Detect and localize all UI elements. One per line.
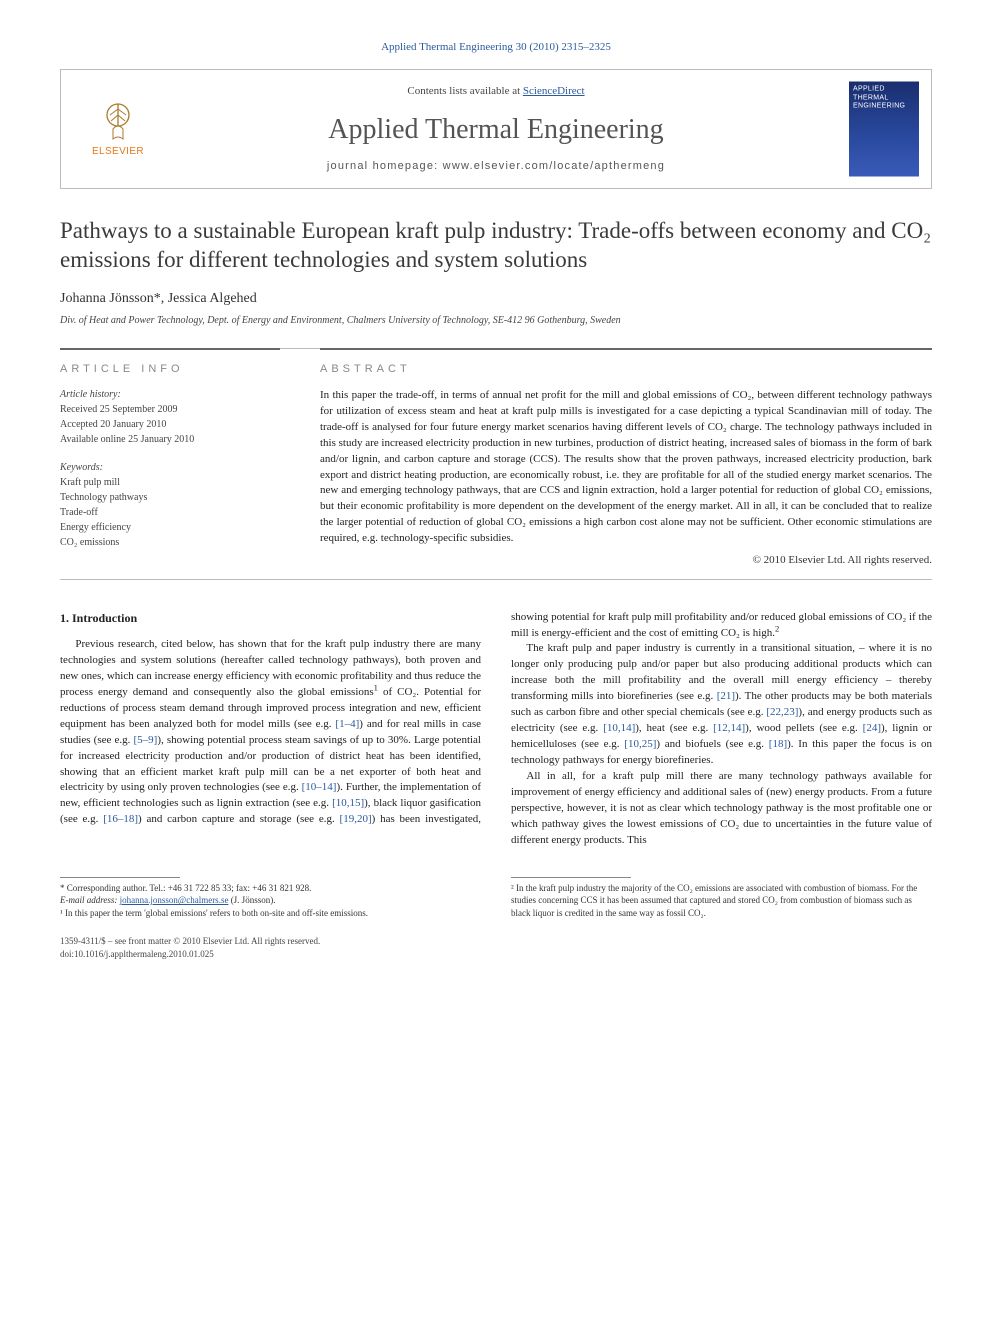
issn-line: 1359-4311/$ – see front matter © 2010 El… [60,935,932,948]
footnote-column-right: ² In the kraft pulp industry the majorit… [511,877,932,920]
info-abstract-row: article info Article history: Received 2… [60,348,932,568]
affiliation: Div. of Heat and Power Technology, Dept.… [60,314,932,328]
article-info-column: article info Article history: Received 2… [60,348,280,568]
abstract-heading: abstract [320,362,932,377]
body-paragraph: The kraft pulp and paper industry is cur… [511,641,932,769]
citation-link[interactable]: [10,15] [332,797,364,809]
body-text: ), wood pellets (see e.g. [745,722,863,734]
citation-link[interactable]: [21] [717,690,735,702]
doi-line: doi:10.1016/j.applthermaleng.2010.01.025 [60,948,932,961]
body-paragraph: All in all, for a kraft pulp mill there … [511,769,932,849]
abstract-text: In this paper the trade-off, in terms of… [320,388,932,547]
journal-cover-thumb: APPLIED THERMAL ENGINEERING [849,82,919,177]
abstract-column: abstract In this paper the trade-off, in… [320,348,932,568]
email-link[interactable]: johanna.jonsson@chalmers.se [120,895,229,905]
citation-link[interactable]: [22,23] [766,706,798,718]
keyword-item: CO₂ emissions [60,535,280,550]
article-info-heading: article info [60,362,280,377]
journal-homepage-line: journal homepage: www.elsevier.com/locat… [191,159,801,174]
corresponding-author: * Corresponding author. Tel.: +46 31 722… [60,882,481,895]
body-text: ) and biofuels (see e.g. [656,738,768,750]
citation-link[interactable]: [16–18] [103,813,138,825]
article-body: 1. Introduction Previous research, cited… [60,610,932,849]
citation-link[interactable]: [1–4] [335,718,359,730]
contents-available-text: Contents lists available at [407,85,522,97]
sciencedirect-link[interactable]: ScienceDirect [523,85,585,97]
corresponding-email: E-mail address: johanna.jonsson@chalmers… [60,894,481,907]
body-text: ) and carbon capture and storage (see e.… [138,813,340,825]
authors: Johanna Jönsson*, Jessica Algehed [60,289,932,309]
keyword-item: Energy efficiency [60,520,280,535]
page-footer: 1359-4311/$ – see front matter © 2010 El… [60,935,932,960]
info-abstract-bottom-rule [60,579,932,580]
publisher-name: ELSEVIER [73,145,163,159]
footnote-marker: 2 [775,623,779,633]
citation-link[interactable]: [10,25] [624,738,656,750]
body-text: ), heat (see e.g. [635,722,713,734]
elsevier-tree-icon [96,99,140,143]
publisher-logo: ELSEVIER [73,99,163,159]
section-heading-introduction: 1. Introduction [60,610,481,627]
citation-link[interactable]: [10–14] [302,781,337,793]
journal-masthead: ELSEVIER APPLIED THERMAL ENGINEERING Con… [60,69,932,189]
contents-available-line: Contents lists available at ScienceDirec… [191,84,801,99]
footnote-2: ² In the kraft pulp industry the majorit… [511,882,932,920]
citation-link[interactable]: [12,14] [713,722,745,734]
citation-link[interactable]: [19,20] [340,813,372,825]
citation-link[interactable]: [10,14] [603,722,635,734]
email-attribution: (J. Jönsson). [228,895,275,905]
abstract-copyright: © 2010 Elsevier Ltd. All rights reserved… [320,553,932,568]
keyword-item: Trade-off [60,505,280,520]
article-history-label: Article history: [60,388,280,402]
keyword-item: Technology pathways [60,490,280,505]
citation-link[interactable]: [18] [769,738,787,750]
history-accepted: Accepted 20 January 2010 [60,417,280,432]
citation-link[interactable]: [5–9] [134,734,158,746]
footnote-column-left: * Corresponding author. Tel.: +46 31 722… [60,877,481,920]
journal-reference: Applied Thermal Engineering 30 (2010) 23… [60,40,932,55]
article-title: Pathways to a sustainable European kraft… [60,217,932,275]
keyword-item: Kraft pulp mill [60,475,280,490]
footnote-rule [511,877,631,878]
email-label: E-mail address: [60,895,120,905]
footnote-1: ¹ In this paper the term 'global emissio… [60,907,481,920]
history-received: Received 25 September 2009 [60,402,280,417]
citation-link[interactable]: [24] [863,722,881,734]
history-online: Available online 25 January 2010 [60,432,280,447]
journal-cover-text: APPLIED THERMAL ENGINEERING [853,86,915,111]
footnotes: * Corresponding author. Tel.: +46 31 722… [60,877,932,920]
keywords-label: Keywords: [60,461,280,475]
footnote-rule [60,877,180,878]
journal-title: Applied Thermal Engineering [191,110,801,149]
